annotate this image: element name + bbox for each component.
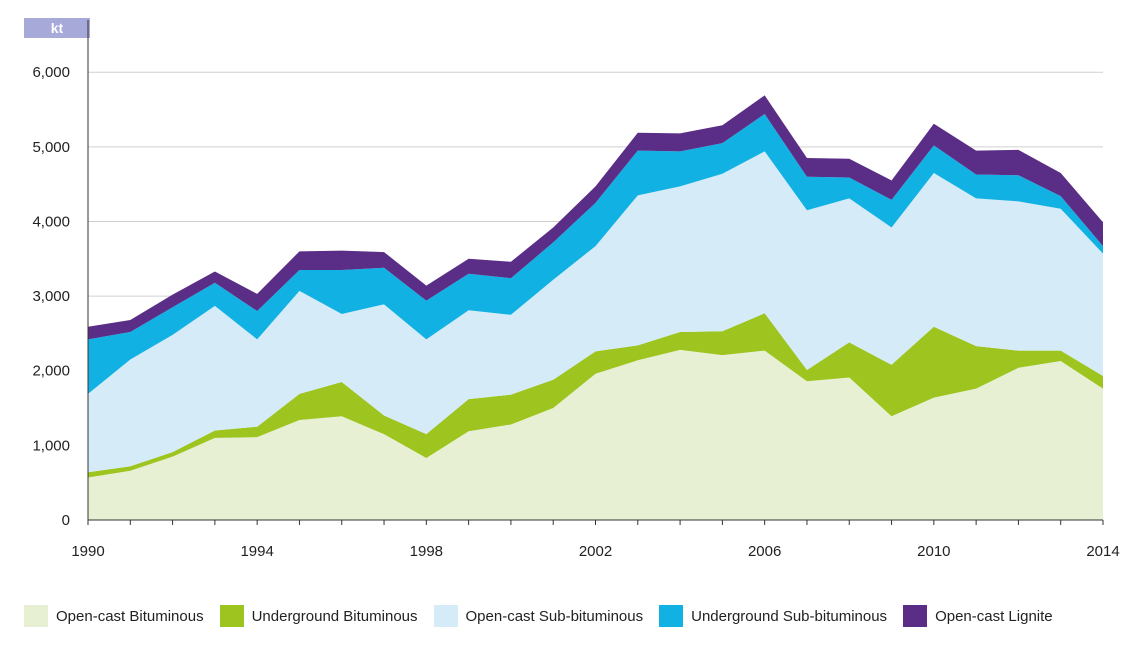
legend-item: Underground Sub-bituminous bbox=[659, 605, 887, 627]
y-tick-label: 1,000 bbox=[32, 437, 70, 454]
legend-swatch bbox=[24, 605, 48, 627]
y-axis-ticks: 0 1,000 2,000 3,000 4,000 5,000 6,000 bbox=[32, 64, 70, 529]
legend-label: Underground Bituminous bbox=[251, 607, 418, 625]
legend-label: Underground Sub-bituminous bbox=[691, 607, 888, 625]
x-axis-ticks: 1990 1994 1998 2002 2006 2010 2014 bbox=[71, 520, 1120, 560]
legend: Open-cast Bituminous Underground Bitumino… bbox=[24, 604, 1053, 628]
legend-label: Open-cast Lignite bbox=[935, 607, 1053, 625]
x-tick-label: 1998 bbox=[410, 543, 443, 560]
legend-swatch bbox=[433, 605, 458, 627]
area-underground-sub-bituminous bbox=[88, 114, 1103, 394]
legend-item: Open-cast Lignite bbox=[903, 605, 1053, 627]
legend-swatch bbox=[903, 605, 928, 627]
x-tick-label: 2002 bbox=[579, 543, 612, 560]
y-tick-label: 4,000 bbox=[32, 213, 70, 230]
area-open-cast-sub-bituminous bbox=[88, 151, 1103, 473]
x-tick-label: 2014 bbox=[1086, 543, 1119, 560]
legend-label: Open-cast Bituminous bbox=[56, 607, 204, 625]
legend-label: Open-cast Sub-bituminous bbox=[465, 607, 644, 625]
y-tick-label: 0 bbox=[62, 512, 70, 529]
legend-swatch bbox=[659, 605, 684, 627]
y-tick-label: 6,000 bbox=[32, 64, 70, 81]
legend-item: Open-cast Sub-bituminous bbox=[433, 605, 644, 627]
legend-item: Underground Bituminous bbox=[219, 605, 418, 627]
x-tick-label: 1994 bbox=[240, 543, 273, 560]
y-tick-label: 3,000 bbox=[32, 288, 70, 305]
series-areas bbox=[88, 95, 1103, 520]
x-tick-label: 2006 bbox=[748, 543, 781, 560]
area-open-cast-bituminous bbox=[88, 349, 1103, 520]
area-underground-bituminous bbox=[88, 313, 1103, 478]
y-tick-label: 5,000 bbox=[32, 139, 70, 156]
legend-swatch bbox=[219, 605, 244, 627]
legend-item: Open-cast Bituminous bbox=[24, 605, 204, 627]
stacked-area-chart: 0 1,000 2,000 3,000 4,000 5,000 6,000 1990 1994… bbox=[32, 20, 1120, 560]
y-tick-label: 2,000 bbox=[32, 363, 70, 380]
unit-label-badge: kt bbox=[24, 18, 90, 38]
x-tick-label: 2010 bbox=[917, 543, 950, 560]
x-tick-label: 1990 bbox=[71, 543, 104, 560]
